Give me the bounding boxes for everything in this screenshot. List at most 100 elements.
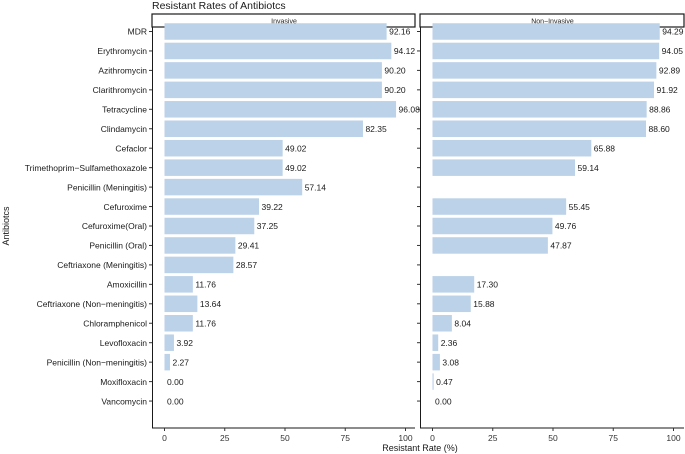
bar-non-invasive [432, 139, 592, 157]
bar-invasive [164, 334, 174, 351]
category-label: Erythromycin [97, 46, 147, 56]
bar-invasive [164, 276, 193, 293]
x-axis-title: Resistant Rate (%) [382, 443, 458, 453]
bar-invasive [164, 139, 283, 157]
bar-value-label: 92.89 [659, 66, 681, 76]
category-label: Ceftriaxone (Meningitis) [57, 260, 147, 270]
bar-value-label: 17.30 [477, 280, 499, 290]
bar-non-invasive [432, 217, 553, 235]
bar-invasive [164, 256, 234, 274]
bar-value-label: 65.88 [594, 143, 616, 153]
bar-value-label: 55.45 [569, 202, 591, 212]
bar-value-label: 49.02 [285, 143, 307, 153]
bar-invasive [164, 81, 382, 99]
category-label: Clarithromycin [93, 85, 148, 95]
bar-value-label: 28.57 [236, 260, 258, 270]
category-label: Vancomycin [101, 396, 147, 406]
x-tick-label: 0 [430, 433, 435, 443]
y-axis-title: Antibiotcs [1, 206, 11, 246]
category-label: Penicillin (Meningitis) [67, 182, 147, 192]
bar-non-invasive [432, 81, 655, 99]
x-tick-label: 50 [548, 433, 558, 443]
bar-value-label: 0.00 [167, 377, 184, 387]
bar-invasive [164, 23, 387, 40]
bar-invasive [164, 217, 255, 235]
bar-non-invasive [432, 373, 434, 390]
x-tick-label: 25 [220, 433, 230, 443]
bar-value-label: 39.22 [262, 202, 284, 212]
category-label: Levofloxacin [100, 338, 148, 348]
category-labels: MDR Erythromycin Azithromycin Clarithromyci… [25, 27, 420, 406]
bar-invasive [164, 159, 283, 176]
bar-non-invasive [432, 62, 657, 79]
bar-value-label: 2.36 [441, 338, 458, 348]
category-label: Amoxicillin [107, 280, 147, 290]
x-tick-label: 75 [609, 433, 619, 443]
bar-non-invasive [432, 101, 647, 118]
facet-label: Non−Invasive [531, 18, 574, 25]
bar-value-label: 94.05 [662, 46, 684, 56]
x-tick-label: 100 [666, 433, 680, 443]
bar-invasive [164, 237, 236, 254]
bar-value-label: 15.88 [473, 299, 495, 309]
bar-invasive [164, 101, 397, 118]
bar-value-label: 90.20 [384, 66, 406, 76]
x-tick-label: 0 [162, 433, 167, 443]
bar-non-invasive [432, 295, 471, 313]
bar-value-label: 11.76 [195, 280, 216, 290]
category-label: Moxifloxacin [100, 377, 147, 387]
bar-value-label: 57.14 [305, 182, 327, 192]
bar-value-label: 91.92 [657, 85, 679, 95]
x-tick-label: 50 [280, 433, 290, 443]
bar-invasive [164, 178, 303, 196]
bar-value-label: 11.76 [195, 318, 216, 328]
bar-non-invasive [432, 353, 440, 371]
bar-invasive [164, 353, 170, 371]
bar-non-invasive [432, 23, 660, 40]
x-tick-label: 75 [341, 433, 351, 443]
category-label: Cefuroxime [104, 202, 148, 212]
bar-non-invasive [432, 276, 475, 293]
bar-invasive [164, 295, 198, 313]
category-label: MDR [128, 27, 147, 37]
bar-value-label: 8.04 [454, 318, 471, 328]
category-label: Ceftriaxone (Non−meningitis) [37, 299, 147, 309]
bar-value-label: 37.25 [257, 221, 279, 231]
category-label: Chloramphenicol [83, 318, 147, 328]
category-label: Azithromycin [98, 66, 147, 76]
bar-value-label: 2.27 [172, 357, 189, 367]
bar-invasive [164, 42, 392, 60]
bar-value-label: 94.29 [662, 27, 684, 37]
bar-value-label: 92.16 [389, 27, 411, 37]
bar-invasive [164, 62, 382, 79]
bar-non-invasive [432, 120, 647, 137]
bar-non-invasive [432, 42, 660, 60]
category-label: Cefuroxime(Oral) [82, 221, 147, 231]
bar-invasive [164, 315, 193, 332]
bar-value-label: 3.92 [176, 338, 193, 348]
bar-non-invasive [432, 334, 439, 351]
chart-panels: Invasive 92.16 94.12 90.20 90.20 96.08 82.35 49… [151, 13, 685, 443]
bar-non-invasive [432, 159, 576, 176]
bar-value-label: 94.12 [394, 46, 416, 56]
bar-non-invasive [432, 315, 452, 332]
bar-non-invasive [432, 237, 548, 254]
facet-label: Invasive [271, 18, 297, 25]
bar-value-label: 13.64 [200, 299, 222, 309]
bar-value-label: 0.00 [167, 396, 184, 406]
category-label: Tetracycline [102, 105, 147, 115]
category-label: Cefaclor [115, 143, 147, 153]
x-tick-label: 100 [398, 433, 412, 443]
bar-non-invasive [432, 198, 567, 215]
bar-value-label: 96.08 [399, 105, 421, 115]
bar-value-label: 0.00 [435, 396, 452, 406]
category-label: Penicillin (Oral) [89, 241, 147, 251]
bar-value-label: 49.02 [285, 163, 307, 173]
bar-value-label: 47.87 [550, 241, 572, 251]
bar-value-label: 3.08 [442, 357, 459, 367]
bar-value-label: 0.47 [436, 377, 453, 387]
bar-value-label: 82.35 [365, 124, 387, 134]
category-label: Trimethoprim−Sulfamethoxazole [25, 163, 148, 173]
bar-value-label: 49.76 [555, 221, 577, 231]
